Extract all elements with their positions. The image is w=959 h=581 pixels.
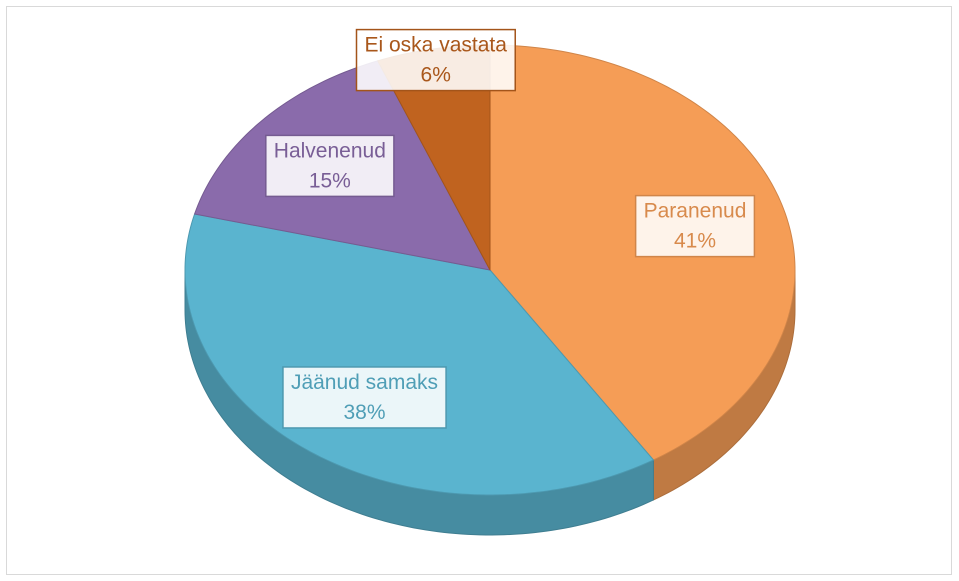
- data-label: Jäänud samaks 38%: [282, 366, 447, 429]
- label-box: [265, 134, 395, 198]
- label-value: 38%: [343, 401, 385, 424]
- label-value: 41%: [674, 230, 716, 253]
- label-value: 15%: [309, 169, 351, 192]
- label-value: 6%: [421, 64, 451, 87]
- label-name: Halvenenud: [274, 139, 386, 162]
- data-label: Halvenenud 15%: [265, 134, 395, 198]
- data-label: Ei oska vastata 6%: [355, 28, 516, 92]
- label-name: Paranenud: [644, 200, 747, 223]
- label-name: Ei oska vastata: [365, 34, 508, 57]
- data-label: Paranenud 41%: [634, 194, 756, 258]
- label-box: [355, 28, 516, 92]
- label-box: [634, 194, 756, 258]
- label-name: Jäänud samaks: [291, 371, 438, 394]
- label-box: [282, 366, 447, 429]
